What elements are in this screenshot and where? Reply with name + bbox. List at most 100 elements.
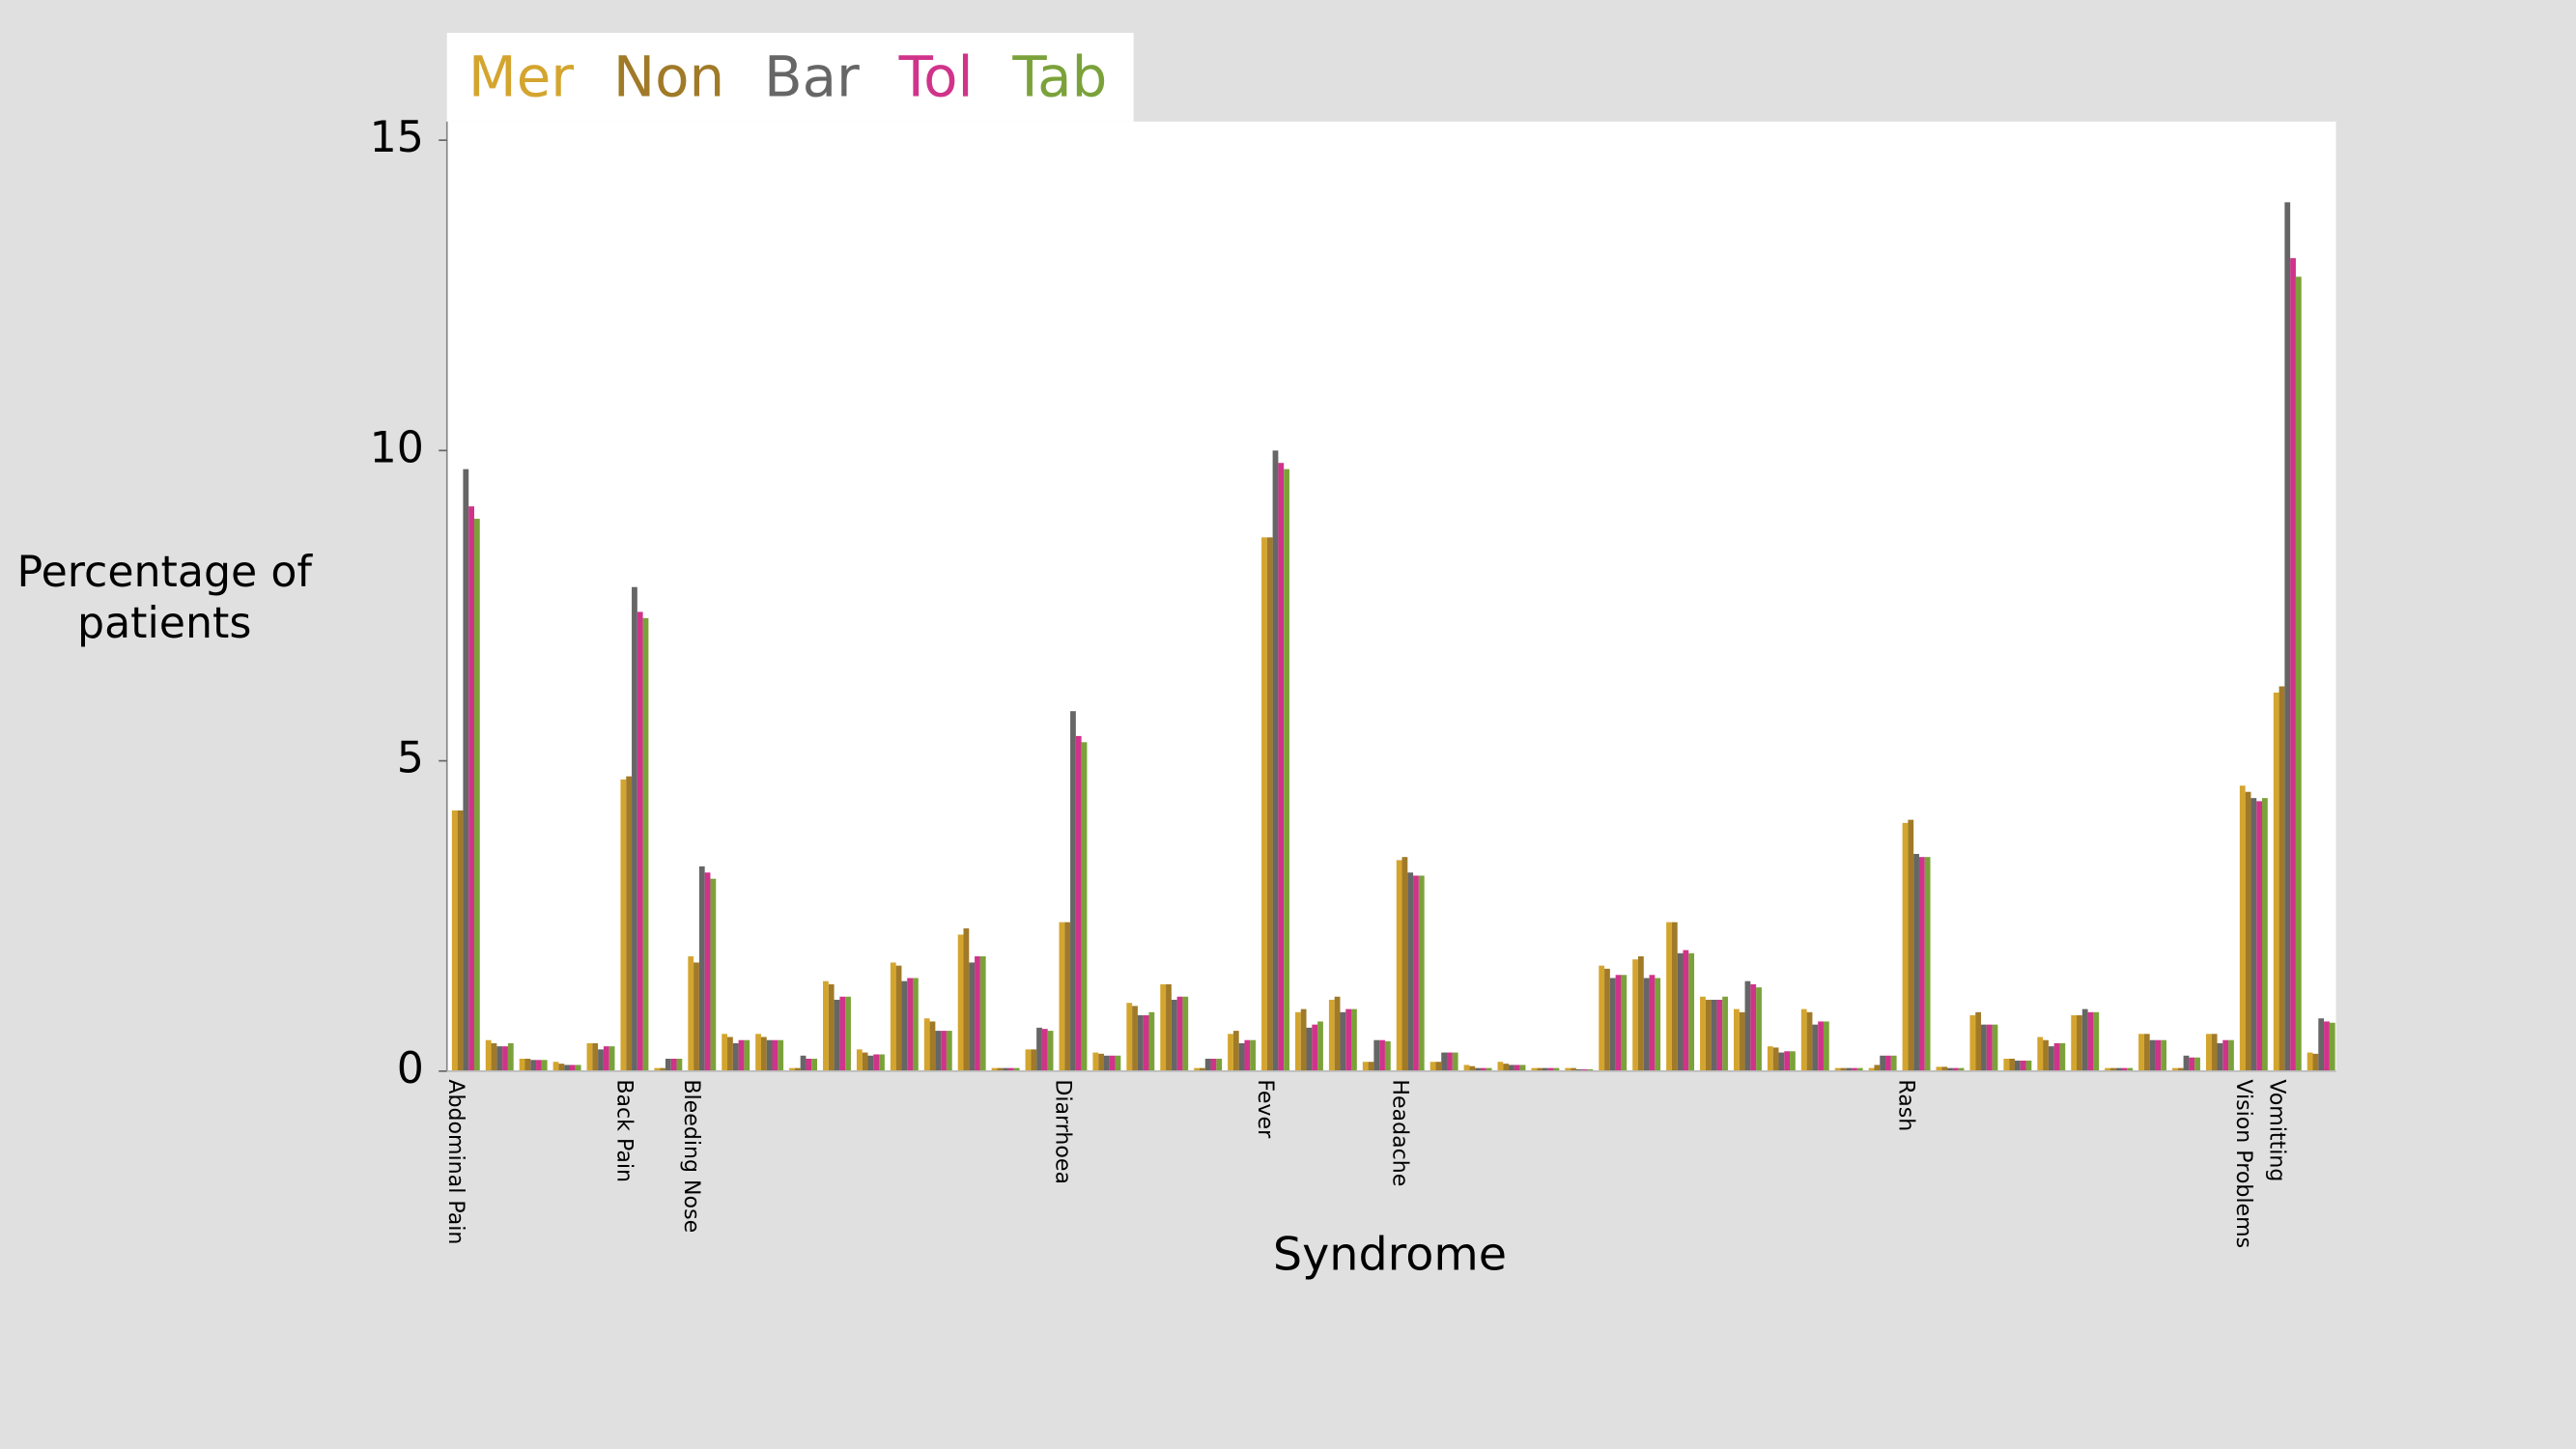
bar <box>1317 1021 1323 1071</box>
bar <box>688 955 694 1071</box>
bar <box>564 1065 570 1071</box>
bar <box>1103 1055 1110 1071</box>
bar <box>451 810 458 1071</box>
plot-area <box>446 121 2336 1071</box>
bar <box>760 1037 767 1071</box>
bar <box>1812 1024 1819 1071</box>
bar <box>1806 1011 1813 1071</box>
bar <box>789 1067 795 1071</box>
bar <box>1700 996 1706 1071</box>
bar <box>1148 1011 1155 1071</box>
bar <box>1986 1024 1993 1071</box>
bar <box>2194 1057 2200 1071</box>
bar <box>710 878 717 1071</box>
bar <box>2183 1055 2190 1071</box>
bar <box>1334 996 1341 1071</box>
bar <box>1632 959 1638 1071</box>
x-tick-label: Vision Problems <box>2231 1079 2256 1248</box>
bar <box>1834 1067 1841 1071</box>
bar <box>552 1062 559 1071</box>
bar <box>536 1060 542 1071</box>
bar <box>1643 978 1650 1071</box>
bar <box>1041 1029 1048 1071</box>
bar <box>957 934 964 1071</box>
bar <box>2014 1060 2021 1071</box>
bar <box>2071 1015 2078 1071</box>
bar <box>1143 1015 1149 1071</box>
bar <box>1176 996 1183 1071</box>
bar <box>744 1039 750 1071</box>
bar <box>473 519 480 1071</box>
bar <box>2009 1058 2015 1071</box>
bar <box>609 1046 615 1071</box>
bar <box>1328 999 1335 1071</box>
bar <box>1856 1067 1863 1071</box>
bar <box>575 1065 581 1071</box>
bar <box>2037 1037 2044 1071</box>
x-tick-label: Diarrhoea <box>1050 1079 1075 1184</box>
bar <box>828 983 835 1071</box>
bar <box>800 1055 807 1071</box>
x-tick-label: Headache <box>1388 1079 1413 1186</box>
bar <box>2161 1039 2166 1071</box>
bar <box>1890 1055 1897 1071</box>
bar <box>727 1037 733 1071</box>
bar <box>1266 537 1273 1071</box>
bar <box>1941 1066 1948 1071</box>
bar <box>1711 999 1717 1071</box>
bar <box>1918 857 1925 1071</box>
bar <box>1013 1067 1020 1071</box>
bar <box>665 1058 671 1071</box>
bar <box>2318 1018 2325 1071</box>
bar <box>1407 872 1414 1071</box>
y-tick-label: 0 <box>397 1044 424 1094</box>
bar <box>1300 1009 1307 1071</box>
bar <box>1284 469 1289 1071</box>
bar <box>1655 978 1661 1071</box>
bar <box>2138 1034 2144 1071</box>
bar <box>502 1046 508 1071</box>
bar <box>670 1058 677 1071</box>
bar <box>1537 1067 1543 1071</box>
bar <box>1553 1067 1560 1071</box>
bar <box>823 980 829 1071</box>
bar <box>1992 1024 1998 1071</box>
bar <box>1452 1052 1458 1071</box>
bar <box>1463 1065 1470 1071</box>
bar <box>2228 1039 2234 1071</box>
bar <box>1210 1058 1217 1071</box>
bar <box>1874 1065 1881 1071</box>
bar <box>1137 1015 1144 1071</box>
bar <box>2172 1067 2178 1071</box>
bar <box>2081 1009 2088 1071</box>
bar <box>1604 968 1610 1071</box>
bar <box>1368 1062 1374 1071</box>
bar <box>1278 463 1285 1071</box>
bar <box>778 1039 784 1071</box>
bar <box>1109 1055 1116 1071</box>
bar <box>1261 537 1267 1071</box>
bar <box>1823 1021 1829 1071</box>
bar <box>1952 1067 1959 1071</box>
bar <box>530 1060 537 1071</box>
bar <box>1902 822 1909 1071</box>
bar <box>1244 1039 1251 1071</box>
bar <box>598 1049 604 1071</box>
bar <box>1638 955 1644 1071</box>
bar <box>592 1042 599 1071</box>
bar <box>1547 1067 1554 1071</box>
bar <box>496 1046 503 1071</box>
bar <box>1756 987 1762 1071</box>
bar <box>1362 1062 1369 1071</box>
bar <box>1744 980 1751 1071</box>
x-tick-label: Vomitting <box>2265 1079 2290 1181</box>
bar <box>2329 1022 2335 1071</box>
bar <box>991 1067 998 1071</box>
bar <box>1007 1067 1014 1071</box>
bar <box>1705 999 1712 1071</box>
bar <box>1790 1051 1796 1071</box>
bar <box>1036 1027 1042 1071</box>
bar <box>1199 1067 1205 1071</box>
bar <box>1345 1009 1352 1071</box>
bar <box>698 866 705 1071</box>
